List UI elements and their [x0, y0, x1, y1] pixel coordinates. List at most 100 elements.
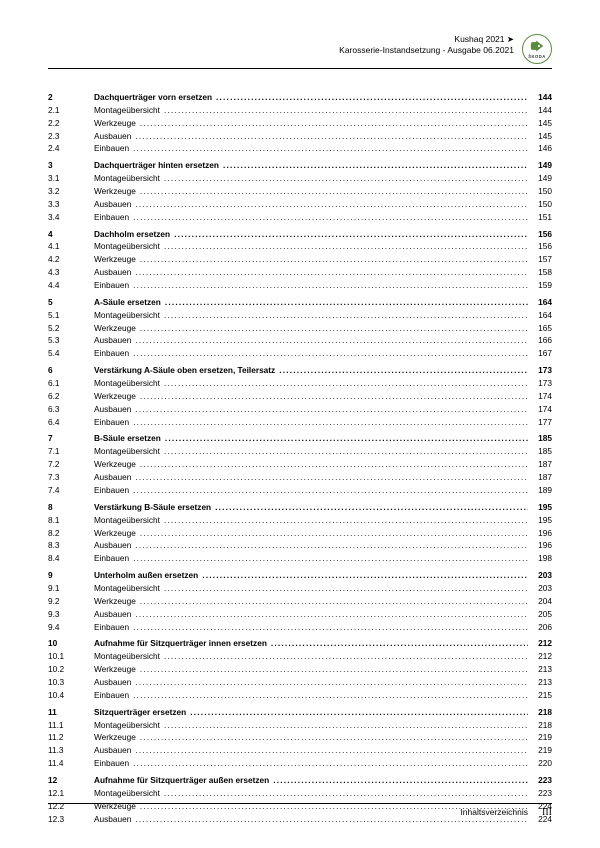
toc-section-number: 6.1 — [48, 377, 94, 390]
toc-entry: 11.3Ausbauen219 — [48, 744, 552, 757]
toc-entry-title: Dachquerträger vorn ersetzen — [94, 91, 216, 104]
toc-leader-dots — [202, 569, 528, 582]
toc-page-number: 189 — [528, 484, 552, 497]
toc-leader-dots — [133, 211, 528, 224]
toc-page-number: 149 — [528, 172, 552, 185]
toc-section-number: 11.1 — [48, 719, 94, 732]
toc-entry: 2.3Ausbauen145 — [48, 130, 552, 143]
header-subtitle-line: Karosserie-Instandsetzung - Ausgabe 06.2… — [339, 45, 514, 56]
toc-section-number: 2.1 — [48, 104, 94, 117]
toc-entry: 2Dachquerträger vorn ersetzen144 — [48, 91, 552, 104]
toc-page-number: 218 — [528, 706, 552, 719]
toc-page-number: 145 — [528, 117, 552, 130]
toc-page-number: 165 — [528, 322, 552, 335]
toc-page-number: 158 — [528, 266, 552, 279]
toc-leader-dots — [135, 744, 528, 757]
toc-leader-dots — [140, 595, 528, 608]
toc-entry: 3.1Montageübersicht149 — [48, 172, 552, 185]
toc-entry-title: Einbauen — [94, 757, 133, 770]
header-text-block: Kushaq 2021 ➤ Karosserie-Instandsetzung … — [339, 34, 514, 57]
toc-leader-dots — [216, 91, 528, 104]
toc-leader-dots — [140, 117, 528, 130]
toc-section-number: 5.1 — [48, 309, 94, 322]
toc-entry-title: Montageübersicht — [94, 719, 164, 732]
toc-section-number: 7.3 — [48, 471, 94, 484]
toc-section-number: 3.4 — [48, 211, 94, 224]
toc-entry: 10.3Ausbauen213 — [48, 676, 552, 689]
toc-entry-title: Einbauen — [94, 279, 133, 292]
toc-section-number: 5.4 — [48, 347, 94, 360]
toc-entry: 7B-Säule ersetzen185 — [48, 432, 552, 445]
toc-section-number: 4.4 — [48, 279, 94, 292]
toc-entry-title: Ausbauen — [94, 539, 135, 552]
toc-entry: 6.3Ausbauen174 — [48, 403, 552, 416]
toc-entry-title: Montageübersicht — [94, 172, 164, 185]
toc-entry: 10.2Werkzeuge213 — [48, 663, 552, 676]
toc-page-number: 206 — [528, 621, 552, 634]
toc-page-number: 185 — [528, 445, 552, 458]
toc-page-number: 146 — [528, 142, 552, 155]
toc-leader-dots — [133, 279, 528, 292]
toc-entry-title: Werkzeuge — [94, 390, 140, 403]
toc-section-number: 7.1 — [48, 445, 94, 458]
toc-page-number: 157 — [528, 253, 552, 266]
toc-entry: 12.1Montageübersicht223 — [48, 787, 552, 800]
toc-entry: 10.1Montageübersicht212 — [48, 650, 552, 663]
page-footer: Inhaltsverzeichnis III — [48, 803, 552, 818]
toc-leader-dots — [135, 334, 528, 347]
skoda-logo: ŠKODA — [522, 34, 552, 64]
toc-page-number: 195 — [528, 514, 552, 527]
toc-leader-dots — [140, 458, 528, 471]
toc-entry: 8.1Montageübersicht195 — [48, 514, 552, 527]
toc-page-number: 203 — [528, 569, 552, 582]
toc-entry: 4.2Werkzeuge157 — [48, 253, 552, 266]
toc-entry: 12Aufnahme für Sitzquerträger außen erse… — [48, 774, 552, 787]
toc-page-number: 156 — [528, 240, 552, 253]
toc-entry-title: Montageübersicht — [94, 240, 164, 253]
toc-entry-title: Ausbauen — [94, 744, 135, 757]
toc-leader-dots — [273, 774, 528, 787]
toc-entry-title: Einbauen — [94, 142, 133, 155]
toc-entry: 8.4Einbauen198 — [48, 552, 552, 565]
toc-leader-dots — [133, 142, 528, 155]
toc-entry-title: Ausbauen — [94, 266, 135, 279]
toc-section-number: 7 — [48, 432, 94, 445]
toc-leader-dots — [279, 364, 528, 377]
toc-entry-title: Verstärkung B-Säule ersetzen — [94, 501, 215, 514]
toc-section-number: 4.1 — [48, 240, 94, 253]
toc-section-number: 8.3 — [48, 539, 94, 552]
toc-entry-title: Unterholm außen ersetzen — [94, 569, 202, 582]
toc-section-number: 11.3 — [48, 744, 94, 757]
toc-entry: 7.3Ausbauen187 — [48, 471, 552, 484]
toc-entry-title: Montageübersicht — [94, 104, 164, 117]
toc-entry: 11Sitzquerträger ersetzen218 — [48, 706, 552, 719]
toc-section-number: 3 — [48, 159, 94, 172]
toc-leader-dots — [164, 514, 528, 527]
toc-page-number: 149 — [528, 159, 552, 172]
toc-entry-title: Werkzeuge — [94, 117, 140, 130]
toc-entry-title: Montageübersicht — [94, 650, 164, 663]
toc-page-number: 150 — [528, 185, 552, 198]
toc-entry: 10.4Einbauen215 — [48, 689, 552, 702]
toc-entry-title: Ausbauen — [94, 130, 135, 143]
toc-leader-dots — [135, 266, 528, 279]
toc-leader-dots — [164, 240, 528, 253]
toc-section-number: 6.3 — [48, 403, 94, 416]
toc-entry: 11.2Werkzeuge219 — [48, 731, 552, 744]
toc-page-number: 196 — [528, 527, 552, 540]
toc-section-number: 3.3 — [48, 198, 94, 211]
toc-entry: 7.2Werkzeuge187 — [48, 458, 552, 471]
toc-page-number: 187 — [528, 471, 552, 484]
toc-entry-title: Verstärkung A-Säule oben ersetzen, Teile… — [94, 364, 279, 377]
toc-entry-title: Dachholm ersetzen — [94, 228, 174, 241]
toc-leader-dots — [164, 172, 528, 185]
toc-leader-dots — [190, 706, 528, 719]
toc-leader-dots — [140, 185, 528, 198]
toc-entry: 4Dachholm ersetzen156 — [48, 228, 552, 241]
toc-leader-dots — [164, 104, 528, 117]
toc-entry: 2.1Montageübersicht144 — [48, 104, 552, 117]
toc-entry: 5.2Werkzeuge165 — [48, 322, 552, 335]
toc-entry-title: Einbauen — [94, 347, 133, 360]
toc-page-number: 196 — [528, 539, 552, 552]
toc-page-number: 156 — [528, 228, 552, 241]
